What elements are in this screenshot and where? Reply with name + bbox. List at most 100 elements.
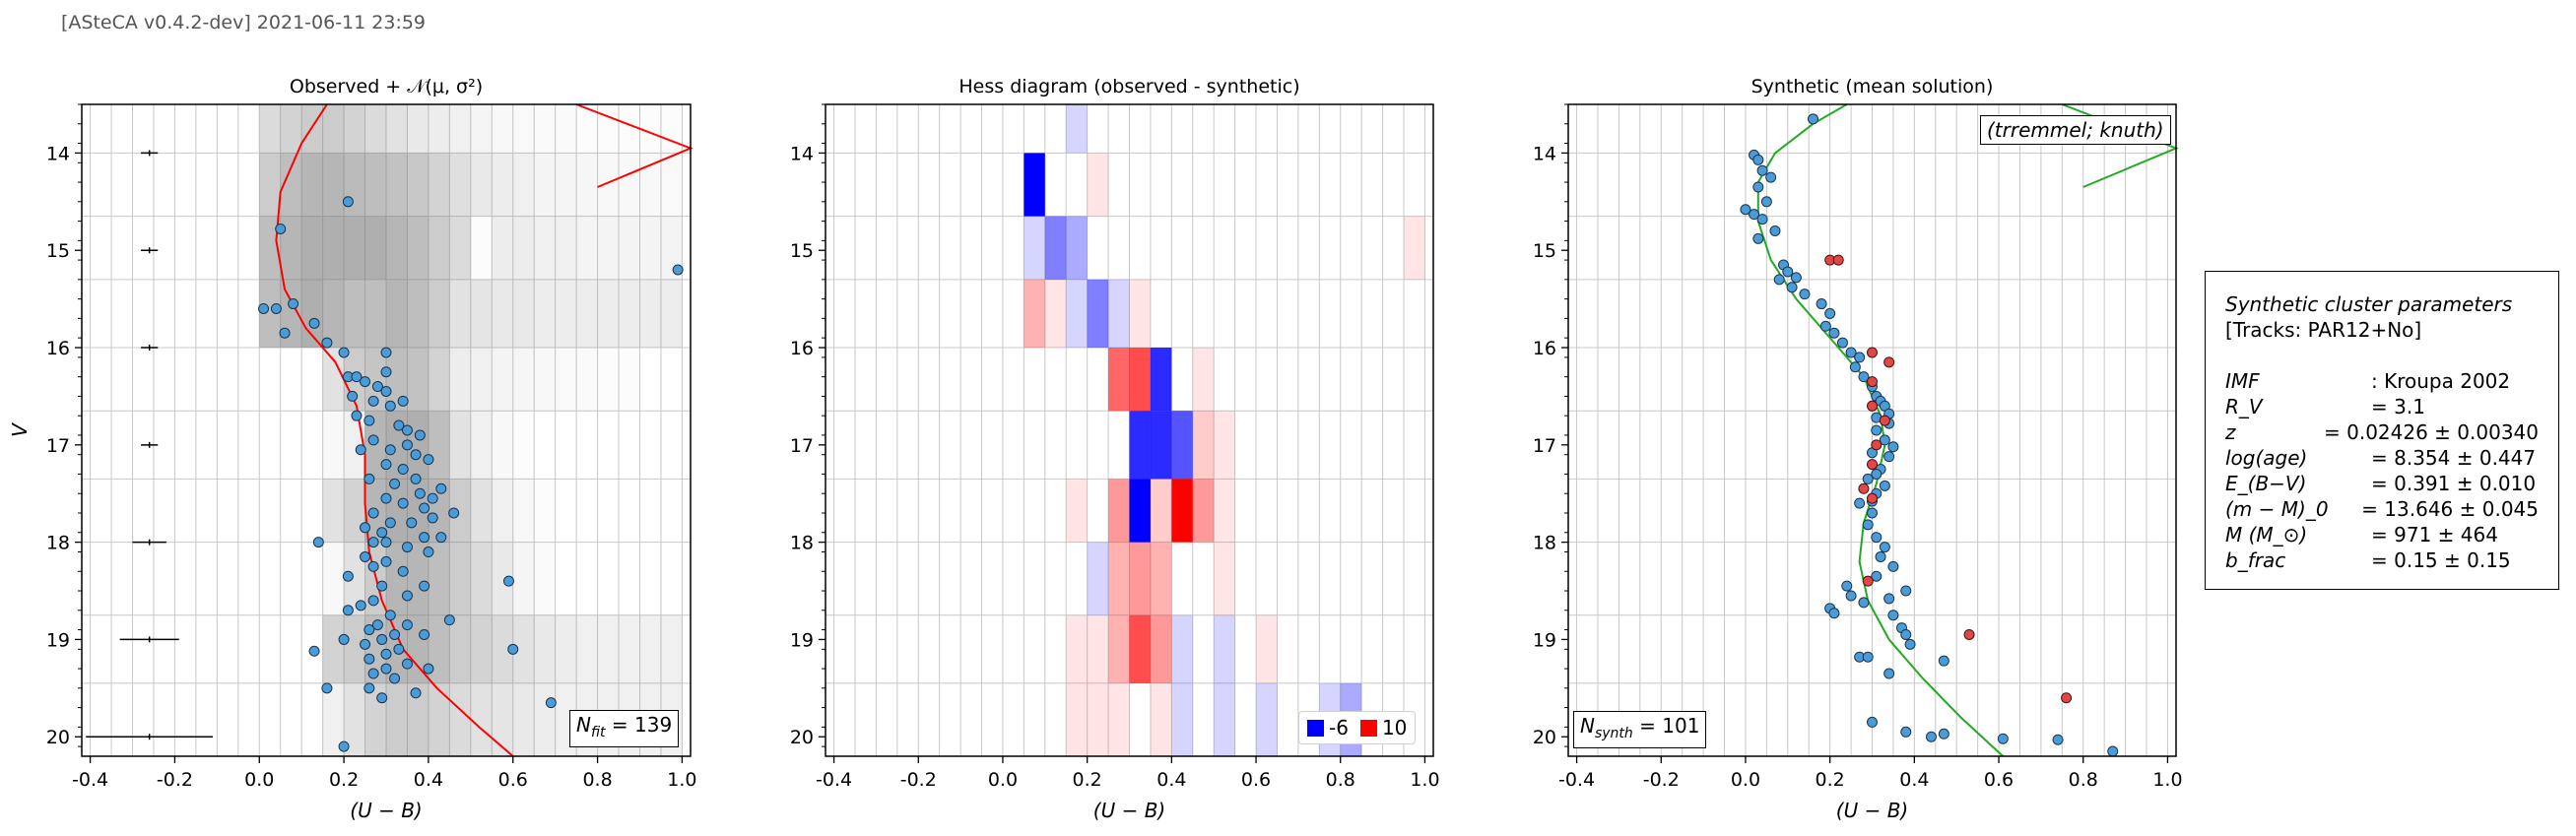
density-cell	[556, 104, 576, 153]
density-cell	[534, 682, 556, 756]
panel-title: Hess diagram (observed - synthetic)	[958, 76, 1299, 97]
param-key: b_frac	[2225, 548, 2286, 572]
param-row: R_V = 3.1	[2225, 394, 2539, 419]
star-point	[367, 395, 379, 407]
x-tick-label: -0.4	[1558, 769, 1595, 791]
hess-cell	[1108, 348, 1130, 412]
density-cell	[259, 216, 281, 280]
density-cell	[280, 104, 302, 154]
hess-cell	[1044, 279, 1067, 349]
density-cell	[364, 279, 386, 349]
binary-point	[1862, 575, 1874, 587]
density-cell	[322, 348, 345, 412]
star-point	[2107, 745, 2119, 757]
star-point	[1862, 651, 1874, 663]
param-key: (m − M)_0	[2225, 497, 2329, 521]
param-key: M (M_⊙)	[2225, 523, 2308, 547]
hess-cell	[1066, 614, 1088, 683]
star-point	[1879, 542, 1890, 553]
hess-cell	[1129, 348, 1151, 412]
density-cell	[428, 279, 450, 349]
star-point	[423, 663, 434, 675]
params-tracks: [Tracks: PAR12+No]	[2225, 318, 2422, 342]
density-cell	[364, 348, 386, 412]
panel-title: Synthetic (mean solution)	[1751, 76, 1994, 97]
star-point	[376, 633, 388, 645]
density-cell	[576, 153, 598, 217]
star-point	[419, 580, 430, 592]
star-point	[376, 580, 388, 592]
hess-cell	[1129, 542, 1151, 615]
star-point	[1756, 164, 1768, 176]
star-point	[401, 542, 413, 553]
star-point	[419, 502, 430, 514]
star-point	[351, 371, 363, 383]
x-tick-label: 1.0	[667, 769, 696, 791]
star-point	[1938, 728, 1949, 740]
density-cell	[470, 104, 493, 154]
density-cell	[660, 614, 683, 683]
x-tick-label: 0.8	[582, 769, 612, 791]
star-point	[1760, 196, 1772, 208]
nsynth-annotation: Nsynth = 101	[1573, 711, 1707, 748]
star-point	[367, 668, 379, 679]
density-cell	[449, 614, 471, 683]
density-cell	[576, 348, 597, 411]
star-point	[401, 439, 413, 451]
star-point	[1752, 232, 1764, 244]
star-point	[423, 547, 434, 558]
star-point	[401, 424, 413, 436]
star-point	[288, 298, 299, 310]
y-axis-label: V	[8, 422, 32, 437]
star-point	[1752, 154, 1764, 165]
param-key: z	[2225, 420, 2236, 444]
density-cell	[364, 104, 386, 154]
star-point	[1883, 668, 1895, 679]
hess-cell	[1150, 614, 1172, 683]
x-tick-label: 0.6	[1984, 769, 2014, 791]
star-point	[1862, 519, 1874, 531]
star-point	[351, 410, 363, 421]
param-row: IMF: Kroupa 2002	[2225, 368, 2539, 394]
density-cell	[639, 614, 661, 683]
x-tick-label: 1.0	[2152, 769, 2182, 791]
density-cell	[534, 348, 556, 412]
density-cell	[449, 411, 471, 480]
star-point	[1752, 181, 1764, 193]
density-cell	[449, 279, 471, 349]
y-tick-label: 20	[1533, 727, 1556, 748]
star-point	[1769, 225, 1781, 236]
star-point	[1887, 610, 1899, 621]
hess-cell	[1256, 682, 1278, 756]
param-row: b_frac = 0.15 ± 0.15	[2225, 547, 2539, 573]
density-cell	[449, 479, 471, 543]
density-cell	[407, 153, 429, 217]
y-tick-label: 17	[1533, 435, 1556, 457]
param-value: : Kroupa 2002	[2371, 369, 2511, 393]
density-cell	[534, 479, 555, 542]
density-cell	[660, 153, 683, 217]
density-cell	[619, 104, 639, 153]
star-point	[308, 317, 320, 329]
star-point	[367, 434, 379, 446]
x-tick-label: 0.8	[2069, 769, 2098, 791]
y-tick-label: 18	[1533, 533, 1556, 554]
density-cell	[386, 216, 408, 280]
star-point	[258, 302, 270, 314]
density-cell	[639, 279, 661, 349]
density-cell	[534, 543, 555, 615]
star-point	[401, 658, 413, 670]
y-tick-label: 14	[790, 143, 814, 164]
legend-positive: 10	[1359, 716, 1407, 740]
hess-cell	[1171, 682, 1193, 756]
y-tick-label: 14	[1533, 143, 1556, 164]
hess-cell	[1087, 279, 1109, 349]
density-cell	[512, 279, 535, 349]
star-point	[360, 522, 371, 534]
star-point	[1938, 655, 1949, 667]
x-tick-label: 0.6	[1241, 769, 1271, 791]
star-point	[1845, 347, 1857, 358]
density-cell	[512, 216, 535, 280]
star-point	[1854, 352, 1866, 363]
